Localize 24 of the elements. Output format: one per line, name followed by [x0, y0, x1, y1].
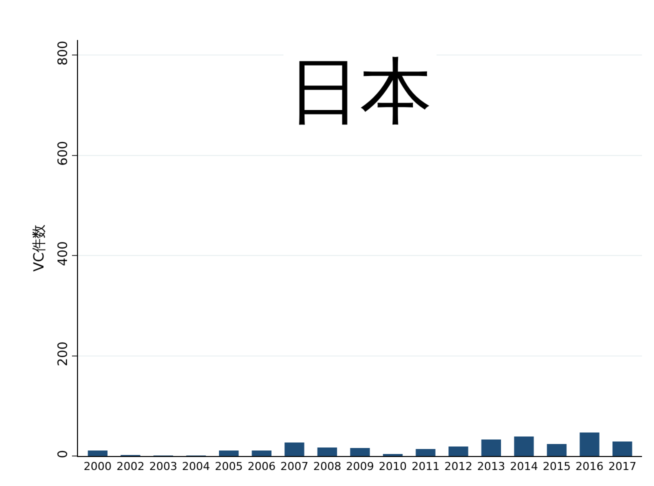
- x-tick-label: 2004: [182, 460, 210, 474]
- x-tick-label: 2008: [313, 460, 342, 474]
- x-tick-label: 2016: [576, 460, 604, 474]
- y-tick-label: 600: [56, 140, 71, 166]
- y-tick-label: 200: [56, 341, 71, 366]
- x-tick-label: 2007: [280, 460, 308, 474]
- y-tick-label: 400: [56, 241, 71, 266]
- chart-title: 日本: [288, 49, 432, 133]
- x-tick-label: 2012: [444, 460, 472, 474]
- x-tick-label: 2006: [248, 460, 276, 474]
- x-tick-label: 2003: [149, 460, 178, 474]
- x-tick-label: 2000: [84, 460, 112, 474]
- x-tick-label: 2010: [378, 460, 407, 474]
- x-tick-label: 2009: [346, 460, 374, 474]
- y-axis-title: VC件数: [31, 224, 48, 272]
- y-tick-label: 800: [56, 40, 71, 66]
- x-tick-label: 2014: [510, 460, 538, 474]
- x-tick-label: 2017: [608, 460, 636, 474]
- x-tick-label: 2015: [542, 460, 571, 474]
- x-tick-label: 2011: [412, 460, 440, 474]
- x-tick-label: 2002: [116, 460, 144, 474]
- x-tick-label: 2013: [477, 460, 506, 474]
- y-tick-label: 0: [56, 450, 71, 458]
- x-tick-label: 2005: [214, 460, 243, 474]
